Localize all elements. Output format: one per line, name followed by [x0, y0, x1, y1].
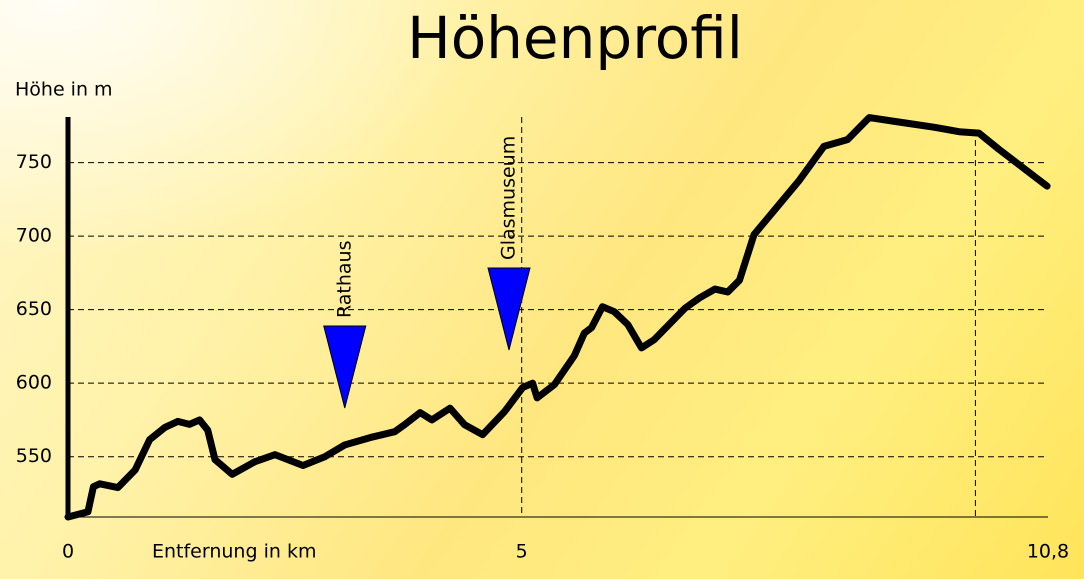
marker-triangle [487, 267, 531, 351]
chart-title: Höhenprofil [407, 4, 743, 72]
x-tick-label: 5 [516, 541, 528, 563]
x-axis-label: Entfernung in km [152, 541, 316, 563]
profile-line [64, 114, 1051, 521]
x-tick-label: 10,8 [1027, 541, 1069, 563]
y-tick-label: 700 [16, 225, 52, 247]
y-tick-label: 550 [16, 445, 52, 467]
y-tick-label: 650 [16, 298, 52, 320]
y-tick-label: 750 [16, 151, 52, 173]
marker-triangle [323, 325, 367, 409]
y-tick-label: 600 [16, 372, 52, 394]
y-axis-label: Höhe in m [15, 79, 113, 101]
marker-label: Glasmuseum [498, 136, 520, 260]
x-tick-label: 0 [62, 541, 74, 563]
marker-label: Rathaus [333, 240, 355, 318]
